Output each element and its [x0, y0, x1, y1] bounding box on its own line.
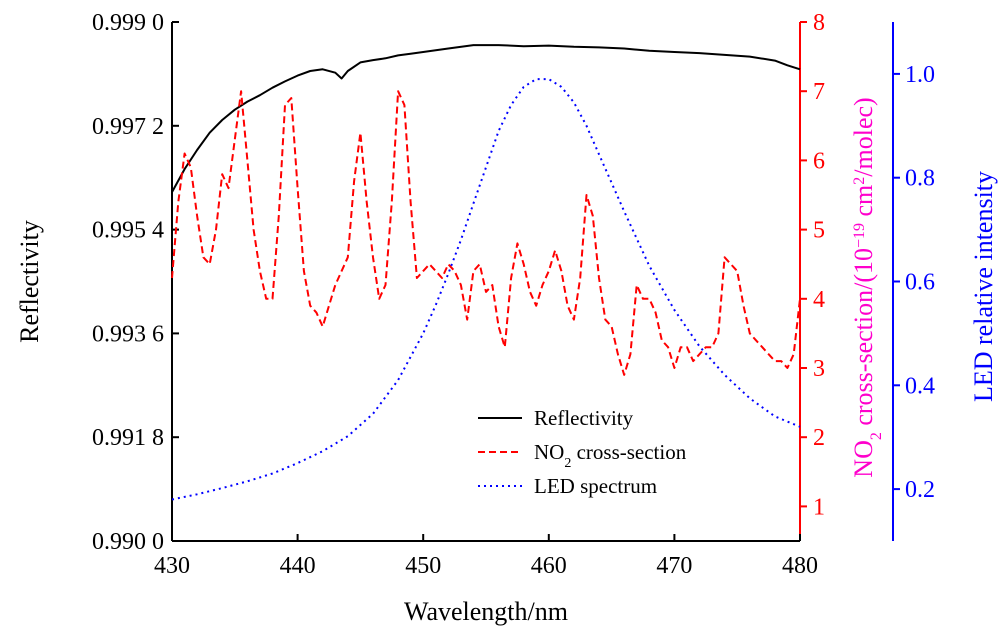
- x-tick-label: 480: [782, 553, 818, 579]
- legend-label-0: Reflectivity: [534, 406, 634, 430]
- y-left-tick-label: 0.990 0: [92, 529, 164, 555]
- series-layer: [171, 44, 801, 501]
- no2-title-mid2: cm: [849, 185, 878, 223]
- x-tick-label: 470: [656, 553, 692, 579]
- no2-title-prefix: NO: [849, 440, 878, 478]
- x-tick-label: 440: [280, 553, 316, 579]
- y-led-tick-label: 0.2: [905, 477, 935, 503]
- axes-layer: 430 440 450 460 470 480 0.990 0 0.991 8 0.993 6 0…: [92, 10, 935, 579]
- y-led-tick-label: 1.0: [905, 62, 935, 88]
- y-no2-tick-label: 8: [813, 10, 825, 36]
- legend-label-prefix: LED spectrum: [534, 474, 657, 498]
- legend-label-2: LED spectrum: [534, 474, 657, 498]
- legend-label-prefix: NO: [534, 440, 564, 464]
- y-no2-tick-label: 4: [813, 287, 825, 313]
- legend-label-1: NO2 cross-section: [534, 440, 687, 471]
- axis-titles: Wavelength/nm Reflectivity NO2 cross-sec…: [15, 97, 998, 626]
- y-left-tick-label: 0.991 8: [92, 425, 164, 451]
- y-axis-left-title: Reflectivity: [15, 220, 44, 343]
- y-led-tick-label: 0.8: [905, 166, 935, 192]
- y-axis-led-title: LED relative intensity: [969, 171, 998, 402]
- y-led-tick-label: 0.6: [905, 270, 935, 296]
- y-left-tick-label: 0.997 2: [92, 114, 164, 140]
- legend-label-suffix: cross-section: [571, 440, 686, 464]
- no2-title-mid: cross-section/(10: [849, 248, 878, 432]
- no2-title-sub: 2: [868, 432, 885, 440]
- no2-title-sup1: −19: [851, 223, 868, 248]
- y-no2-tick-label: 7: [813, 79, 825, 105]
- y-no2-tick-label: 2: [813, 425, 825, 451]
- y-axis-no2-title: NO2 cross-section/(10−19 cm2/molec): [849, 97, 885, 477]
- series-line-2: [171, 78, 801, 501]
- y-left-tick-label: 0.999 0: [92, 10, 164, 36]
- series-line-1: [171, 90, 801, 376]
- x-tick-label: 450: [405, 553, 441, 579]
- legend: Reflectivity NO2 cross-section LED spectru…: [478, 406, 687, 498]
- y-led-tick-label: 0.4: [905, 373, 935, 399]
- x-axis-title: Wavelength/nm: [404, 597, 568, 626]
- y-left-tick-label: 0.993 6: [92, 321, 164, 347]
- no2-title-suffix: /molec): [849, 97, 878, 176]
- y-no2-tick-label: 6: [813, 148, 825, 174]
- no2-title-sup2: 2: [851, 177, 868, 185]
- y-left-tick-label: 0.995 4: [92, 218, 164, 244]
- x-tick-label: 430: [154, 553, 190, 579]
- y-no2-tick-label: 1: [813, 494, 825, 520]
- y-no2-tick-label: 3: [813, 356, 825, 382]
- legend-label-sub: 2: [564, 456, 571, 471]
- series-line-0: [171, 44, 801, 193]
- x-tick-label: 460: [531, 553, 567, 579]
- legend-label-prefix: Reflectivity: [534, 406, 634, 430]
- y-no2-tick-label: 5: [813, 218, 825, 244]
